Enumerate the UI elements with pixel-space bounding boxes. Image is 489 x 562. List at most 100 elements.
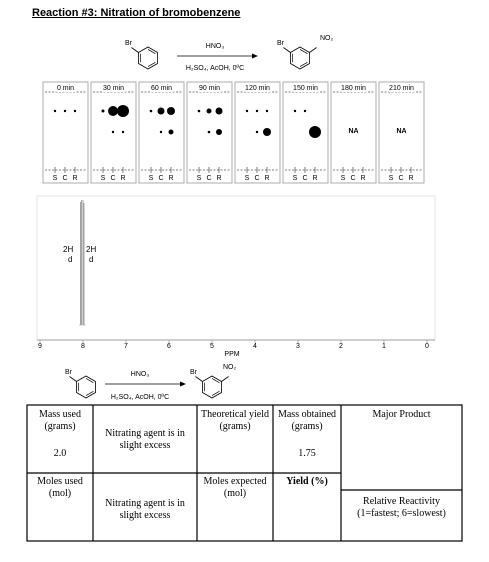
x-tick-label: 1 xyxy=(382,343,386,350)
tlc-spot xyxy=(63,109,67,113)
double-bond xyxy=(147,49,156,55)
x-axis-label: PPM xyxy=(224,351,240,358)
cell-label: Mass used (grams) xyxy=(39,409,81,432)
multiplicity: d xyxy=(68,255,73,264)
cell-label: Major Product xyxy=(372,409,431,420)
conditions: H₂SO₄, AcOH, 0ºC xyxy=(110,394,170,401)
tlc-plate xyxy=(330,81,377,184)
lane-label: S xyxy=(52,175,58,182)
double-bond xyxy=(147,61,156,67)
tlc-spot xyxy=(255,130,259,134)
tlc-time: 30 min xyxy=(101,85,126,92)
cell-value: 2.0 xyxy=(53,448,67,459)
integration: 2H xyxy=(86,245,97,254)
substituent: Br xyxy=(190,369,197,376)
tlc-spot xyxy=(207,130,211,134)
tlc-spot xyxy=(216,129,222,135)
tlc-plate xyxy=(42,81,89,184)
lane-label: C xyxy=(350,175,356,182)
nmr-frame xyxy=(36,195,436,341)
substituent: NO₂ xyxy=(223,364,237,371)
benzene-ring xyxy=(202,375,222,399)
tlc-spot xyxy=(101,109,105,113)
nmr-peaks xyxy=(79,200,86,326)
tlc-spot xyxy=(108,106,118,116)
lane-label: C xyxy=(302,175,308,182)
bond xyxy=(69,376,77,382)
lane-label: R xyxy=(360,175,366,182)
reagent: HNO₃ xyxy=(205,43,225,50)
multiplicity: d xyxy=(89,255,94,264)
bond xyxy=(283,47,291,53)
tlc-spot xyxy=(293,109,297,113)
lane-label: S xyxy=(100,175,106,182)
arrow-head xyxy=(252,53,258,59)
tlc-spot xyxy=(303,109,307,113)
lane-label: S xyxy=(196,175,202,182)
arrow-head xyxy=(180,381,186,387)
tlc-time: 90 min xyxy=(197,85,222,92)
lane-label: R xyxy=(216,175,222,182)
x-tick-label: 5 xyxy=(210,343,214,350)
tlc-spot xyxy=(167,107,175,115)
lane-label: S xyxy=(244,175,250,182)
substituent: Br xyxy=(65,369,72,376)
tlc-spot xyxy=(263,128,271,136)
bond xyxy=(131,47,139,53)
tlc-time: 0 min xyxy=(55,85,76,92)
cell-label: Moles used (mol) xyxy=(37,476,83,499)
cell-label: Relative Reactivity (1=fastest; 6=slowes… xyxy=(357,496,446,519)
double-bond xyxy=(85,378,94,384)
lane-label: R xyxy=(72,175,78,182)
double-bond xyxy=(211,390,220,396)
cell-label: Nitrating agent is in slight excess xyxy=(105,428,185,451)
tlc-spot xyxy=(159,130,163,134)
tlc-spot xyxy=(117,105,129,117)
tlc-time: 60 min xyxy=(149,85,174,92)
tlc-note: NA xyxy=(396,128,407,135)
x-tick-label: 8 xyxy=(81,343,85,350)
tlc-spot xyxy=(168,129,174,135)
tlc-spot xyxy=(206,108,212,114)
tlc-time: 210 min xyxy=(388,85,415,92)
x-tick-label: 9 xyxy=(38,343,42,350)
lane-label: S xyxy=(340,175,346,182)
bond xyxy=(195,376,203,382)
tlc-spot xyxy=(111,130,115,134)
conditions: H₂SO₄, AcOH, 0ºC xyxy=(185,65,245,72)
reagent: HNO₃ xyxy=(130,371,150,378)
tlc-spot xyxy=(309,126,321,138)
benzene-ring xyxy=(76,375,96,399)
tlc-spot xyxy=(265,109,269,113)
substituent: Br xyxy=(125,40,132,47)
table-grid xyxy=(26,404,463,542)
double-bond xyxy=(85,390,94,396)
lane-label: C xyxy=(206,175,212,182)
tlc-spot xyxy=(121,130,125,134)
lane-label: C xyxy=(158,175,164,182)
lane-label: R xyxy=(120,175,126,182)
bond xyxy=(221,376,229,382)
cell-label: Yield (%) xyxy=(286,476,328,487)
double-bond xyxy=(211,378,220,384)
tlc-spot xyxy=(149,109,153,113)
tlc-note: NA xyxy=(348,128,359,135)
lane-label: C xyxy=(254,175,260,182)
cell-label: Mass obtained (grams) xyxy=(277,409,337,432)
benzene-ring xyxy=(290,46,310,70)
tlc-time: 150 min xyxy=(292,85,319,92)
cell-label: Nitrating agent is in slight excess xyxy=(105,498,185,521)
lane-label: S xyxy=(388,175,394,182)
lane-label: R xyxy=(168,175,174,182)
lane-label: C xyxy=(62,175,68,182)
x-tick-label: 2 xyxy=(339,343,343,350)
lane-label: S xyxy=(292,175,298,182)
x-tick-label: 3 xyxy=(296,343,300,350)
tlc-spot xyxy=(73,109,77,113)
tlc-spot xyxy=(245,109,249,113)
substituent: Br xyxy=(277,40,284,47)
lane-label: C xyxy=(110,175,116,182)
tlc-spot xyxy=(53,109,57,113)
